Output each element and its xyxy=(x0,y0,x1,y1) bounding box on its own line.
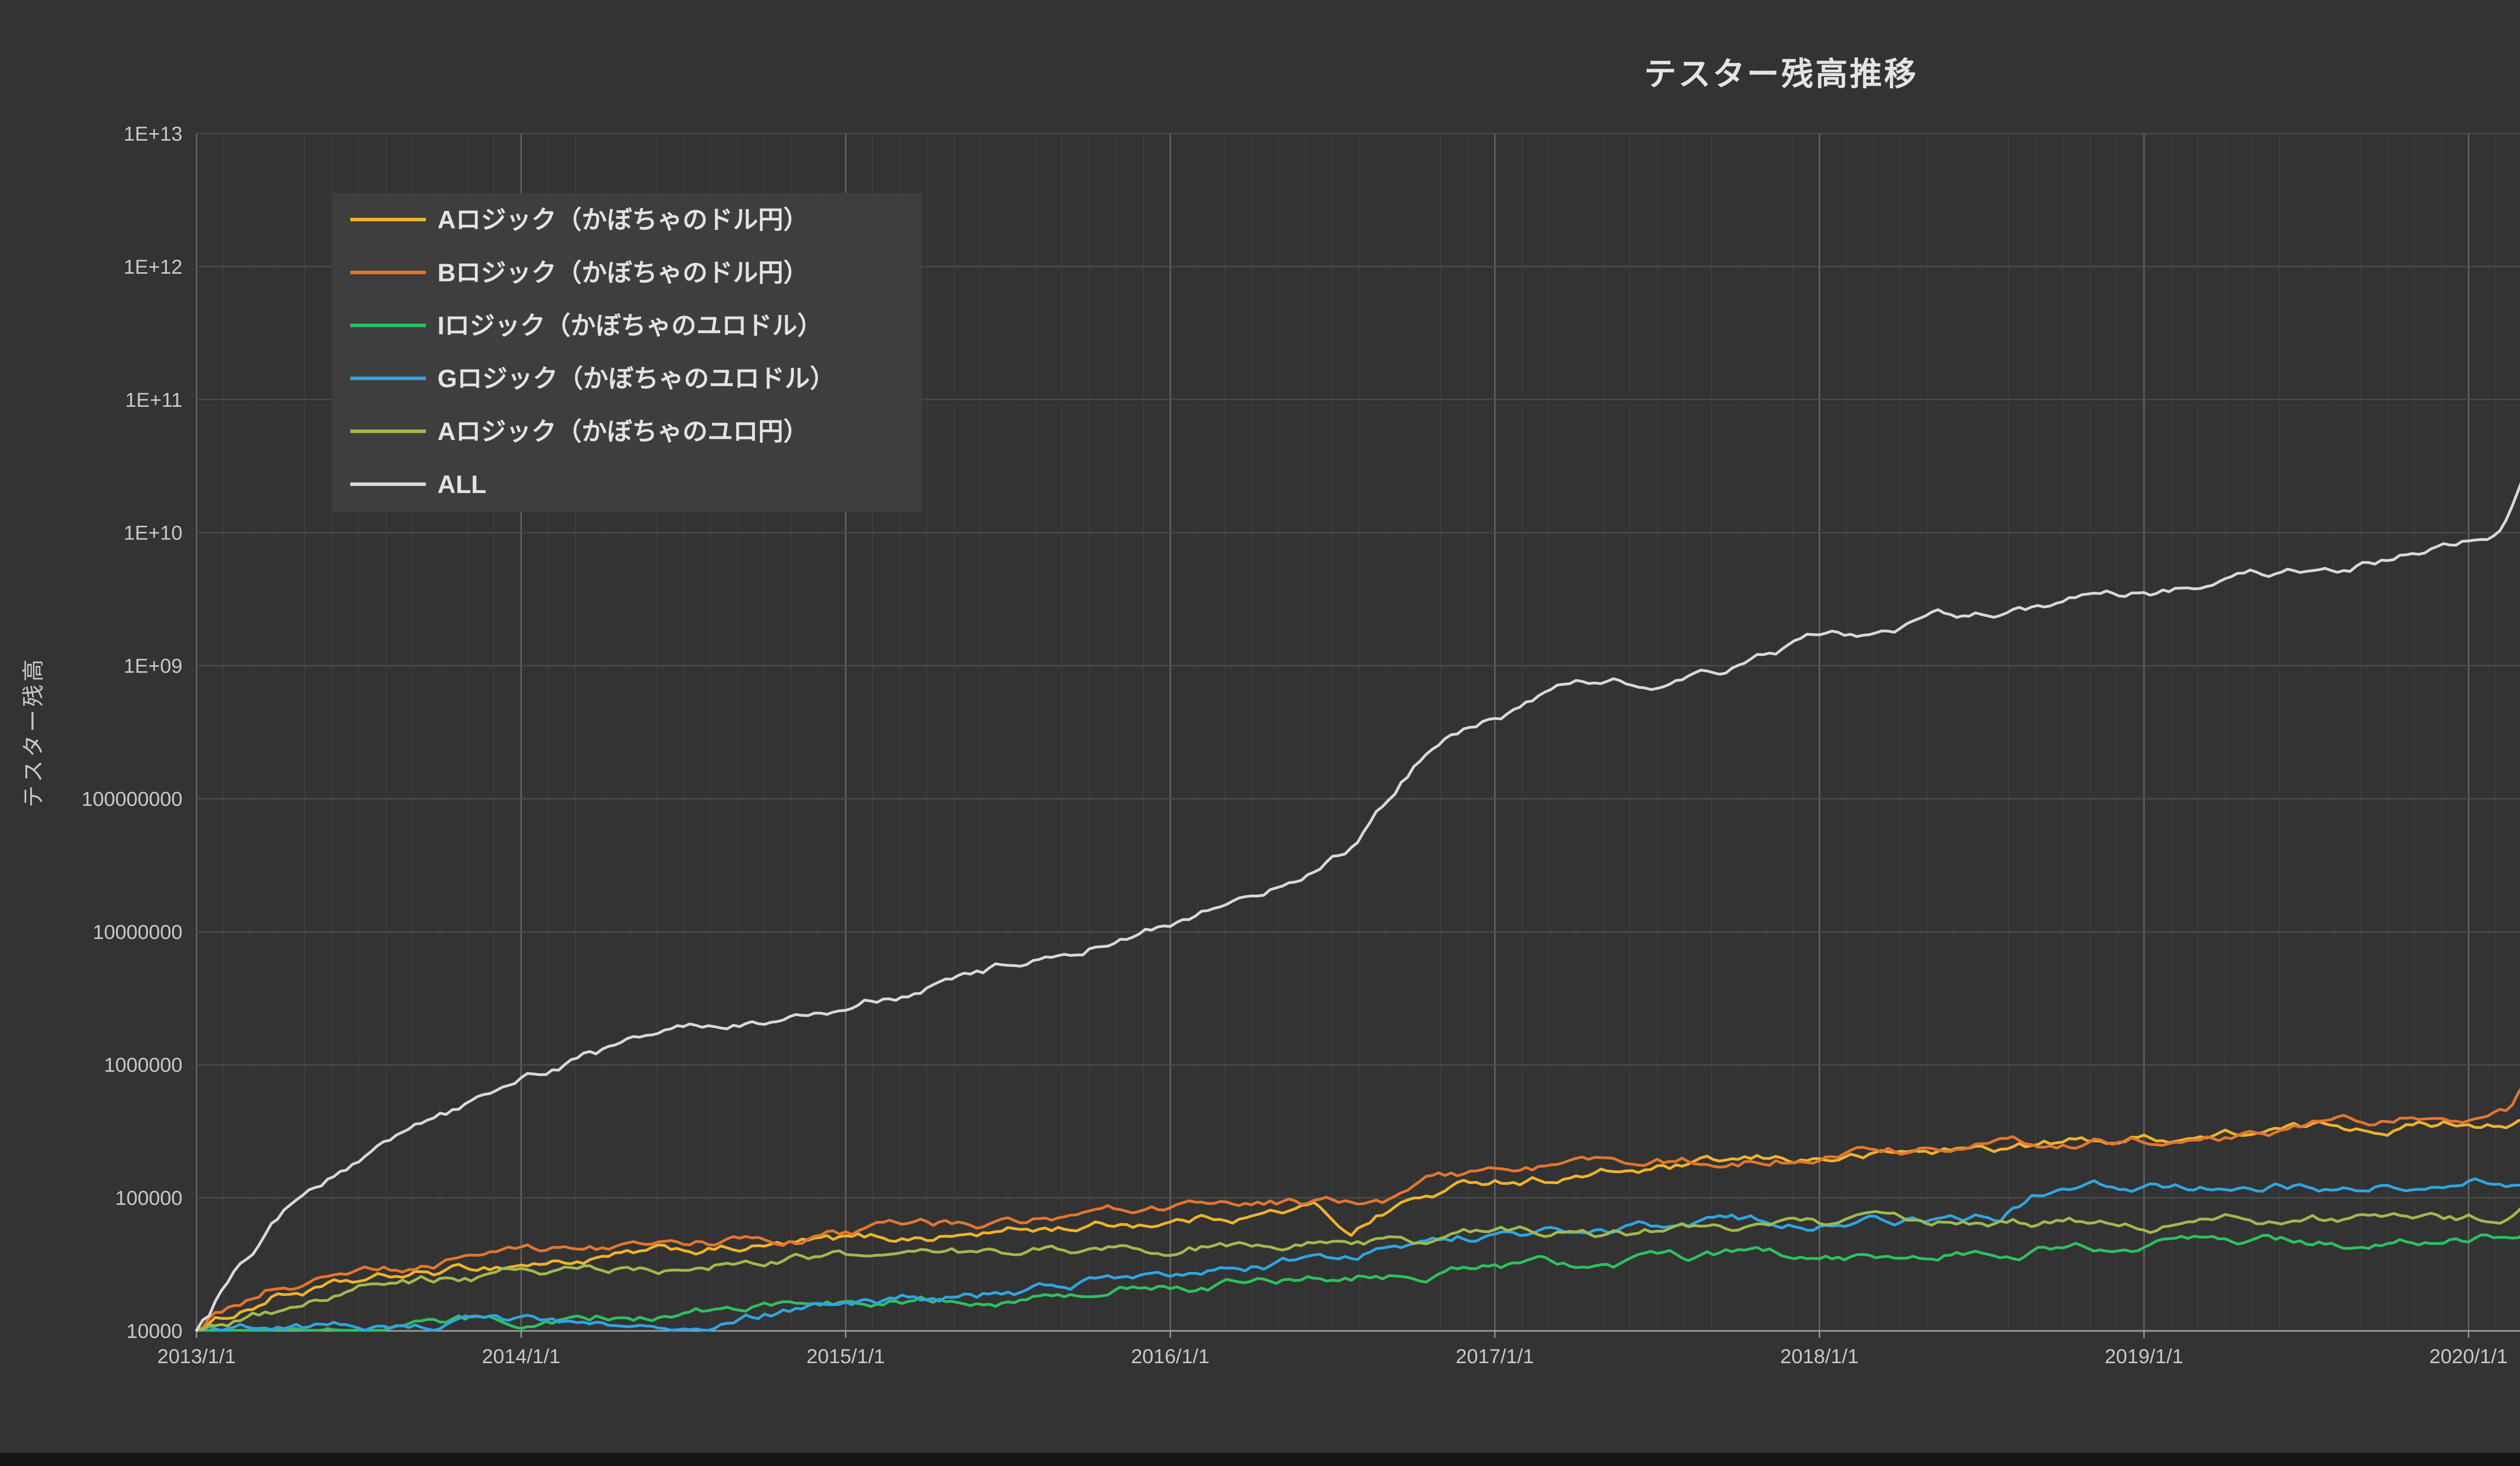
chart-title: テスター残高推移 xyxy=(1644,56,1918,92)
y-tick-label: 1E+10 xyxy=(123,522,182,544)
x-tick-label: 2019/1/1 xyxy=(2105,1346,2183,1368)
x-tick-label: 2016/1/1 xyxy=(1131,1346,1210,1368)
x-tick-label: 2015/1/1 xyxy=(806,1346,885,1368)
y-tick-label: 100000 xyxy=(115,1187,182,1209)
legend-label: ALL xyxy=(437,470,486,499)
x-tick-label: 2017/1/1 xyxy=(1456,1346,1534,1368)
y-tick-label: 1E+13 xyxy=(123,123,182,145)
y-tick-label: 10000000 xyxy=(93,921,182,943)
x-tick-label: 2018/1/1 xyxy=(1780,1346,1859,1368)
y-tick-label: 100000000 xyxy=(82,788,182,810)
series-line-3 xyxy=(195,1233,2520,1332)
series-line-1 xyxy=(195,1119,2520,1332)
legend-label: Iロジック（かぼちゃのユロドル） xyxy=(437,312,823,340)
legend-label: Bロジック（かぼちゃのドル円） xyxy=(437,259,808,287)
window-bottom-edge xyxy=(0,1453,2520,1466)
y-tick-label: 10000 xyxy=(127,1320,182,1342)
series-line-5 xyxy=(195,1207,2520,1332)
legend-label: Gロジック（かぼちゃのユロドル） xyxy=(437,364,835,393)
y-tick-label: 1E+12 xyxy=(123,256,182,278)
x-tick-label: 2013/1/1 xyxy=(157,1346,236,1368)
y-tick-label: 1E+11 xyxy=(125,389,182,411)
y-tick-label: 1E+09 xyxy=(123,655,182,678)
legend-label: Aロジック（かぼちゃのドル円） xyxy=(437,206,808,234)
series-line-4 xyxy=(195,1177,2520,1332)
legend-panel xyxy=(333,193,922,512)
series-line-6 xyxy=(195,482,2520,1332)
legend-label: Aロジック（かぼちゃのユロ円） xyxy=(437,417,808,446)
x-tick-label: 2020/1/1 xyxy=(2429,1346,2508,1368)
series-line-2 xyxy=(195,1087,2520,1332)
x-tick-label: 2014/1/1 xyxy=(482,1346,560,1368)
y-tick-label: 1000000 xyxy=(104,1054,182,1076)
